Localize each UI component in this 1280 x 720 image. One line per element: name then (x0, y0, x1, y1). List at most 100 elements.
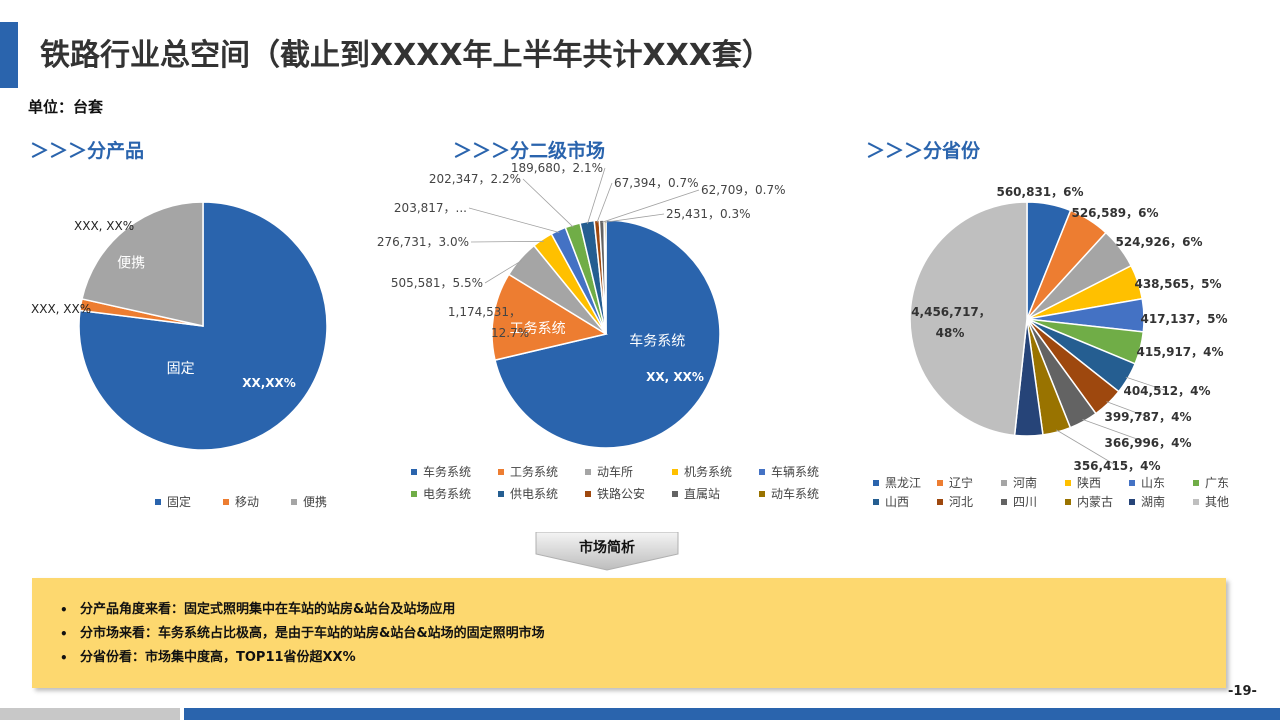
slice-category-label: 车务系统 (629, 332, 685, 349)
legend-item: 广东 (1193, 474, 1229, 491)
legend-swatch (291, 498, 297, 505)
slice-data-label: 67,394，0.7% (614, 176, 698, 190)
legend-item: 湖南 (1129, 493, 1165, 510)
note-item: 分产品角度来看：固定式照明集中在车站的站房&站台及站场应用 (60, 598, 1226, 622)
legend-item: 固定 (155, 493, 191, 510)
legend-item: 山东 (1129, 474, 1165, 491)
legend-item: 陕西 (1065, 474, 1101, 491)
pie-slice (909, 201, 1028, 437)
slice-data-label: 12.7% (491, 326, 529, 340)
note-item: 分省份看：市场集中度高，TOP11省份超XX% (60, 646, 1226, 670)
slice-category-label: 工务系统 (510, 321, 566, 337)
footer-bar-blue (184, 708, 1280, 720)
legend-swatch (411, 468, 417, 475)
legend-item: 其他 (1193, 493, 1229, 510)
legend-item: 黑龙江 (873, 474, 921, 491)
slice-data-label: 202,347，2.2% (429, 172, 521, 186)
legend-swatch (1129, 498, 1135, 505)
legend-swatch (155, 498, 161, 505)
legend-label: 供电系统 (510, 487, 559, 501)
legend-item: 移动 (223, 493, 259, 510)
legend-label: 动车系统 (771, 487, 820, 501)
legend-item: 动车所 (585, 463, 633, 480)
legend-item: 工务系统 (498, 463, 558, 480)
legend-label: 陕西 (1077, 476, 1102, 490)
slice-data-label: 25,431，0.3% (666, 207, 750, 221)
chevron-down-icon (535, 532, 679, 571)
slice-category-label: 便携 (117, 256, 145, 272)
slice-data-label: 189,680，2.1% (511, 161, 603, 175)
legend-swatch (873, 479, 879, 486)
legend-swatch (223, 498, 229, 505)
legend-label: 内蒙古 (1077, 495, 1114, 509)
legend-label: 固定 (167, 495, 192, 509)
leader-line (522, 178, 574, 228)
legend-swatch (1129, 479, 1135, 486)
footer-bar-gray (0, 708, 180, 720)
legend-label: 车务系统 (423, 465, 472, 479)
slice-data-label: 62,709，0.7% (701, 183, 785, 197)
analysis-button-label: 市场简析 (579, 540, 635, 556)
legend-swatch (672, 490, 678, 497)
legend-label: 四川 (1013, 495, 1038, 509)
leader-line (1082, 419, 1149, 444)
legend-label: 移动 (235, 495, 260, 509)
legend-item: 车务系统 (411, 463, 471, 480)
leader-line (601, 189, 700, 223)
slice-data-label: 526,589，6% (1071, 206, 1158, 220)
note-item: 分市场来看：车务系统占比极高，是由于车站的站房&站台&站场的固定照明市场 (60, 622, 1226, 646)
pie-slice (81, 201, 204, 327)
legend-label: 其他 (1205, 495, 1230, 509)
legend-swatch (937, 498, 943, 505)
slice-data-label: 560,831，6% (996, 185, 1083, 199)
legend-item: 铁路公安 (585, 485, 645, 502)
slice-data-label: XXX, XX% (74, 219, 134, 233)
legend-swatch (1193, 479, 1199, 486)
slice-data-label: 4,456,717， (911, 305, 991, 319)
legend-swatch (873, 498, 879, 505)
slice-data-label: 276,731，3.0% (377, 235, 469, 249)
slice-data-label: XXX, XX% (31, 302, 91, 316)
slice-data-label: 356,415，4% (1073, 459, 1160, 473)
legend-label: 湖南 (1141, 495, 1166, 509)
legend-swatch (411, 490, 417, 497)
legend-swatch (1065, 498, 1071, 505)
legend-swatch (759, 468, 765, 475)
legend-label: 山西 (885, 495, 910, 509)
section-heading-market: ＞＞＞分二级市场 (453, 140, 606, 162)
legend-item: 河北 (937, 493, 973, 510)
slice-data-label: 366,996，4% (1104, 436, 1191, 450)
page-number: -19- (1228, 684, 1257, 699)
legend-label: 直属站 (684, 487, 721, 501)
legend-item: 便携 (291, 493, 327, 510)
legend-label: 便携 (303, 495, 328, 509)
section-heading-province: ＞＞＞分省份 (866, 140, 981, 162)
slice-data-label: 438,565，5% (1134, 277, 1221, 291)
leader-line (1056, 429, 1118, 467)
legend-swatch (1001, 498, 1007, 505)
leader-line (587, 167, 606, 224)
slice-data-label: 203,817，... (394, 201, 467, 215)
leader-line (470, 240, 544, 243)
slice-category-label: 固定 (167, 361, 195, 377)
legend-swatch (585, 468, 591, 475)
legend-label: 机务系统 (684, 465, 733, 479)
legend-label: 黑龙江 (885, 476, 922, 490)
legend-label: 广东 (1205, 476, 1230, 490)
legend-item: 山西 (873, 493, 909, 510)
title-accent-bar (0, 22, 18, 88)
slice-data-label: 524,926，6% (1115, 235, 1202, 249)
analysis-button[interactable]: 市场简析 (534, 532, 680, 572)
legend-label: 工务系统 (510, 465, 559, 479)
leader-line (604, 213, 665, 223)
leader-line (484, 260, 523, 284)
legend-swatch (498, 490, 504, 497)
legend-swatch (498, 468, 504, 475)
legend-item: 直属站 (672, 485, 720, 502)
analysis-notes: 分产品角度来看：固定式照明集中在车站的站房&站台及站场应用 分市场来看：车务系统… (32, 578, 1226, 688)
slice-data-label: 1,174,531， (448, 305, 521, 319)
legend-swatch (1001, 479, 1007, 486)
slice-data-label: 415,917，4% (1136, 345, 1223, 359)
leader-line (1125, 376, 1168, 392)
legend-swatch (585, 490, 591, 497)
